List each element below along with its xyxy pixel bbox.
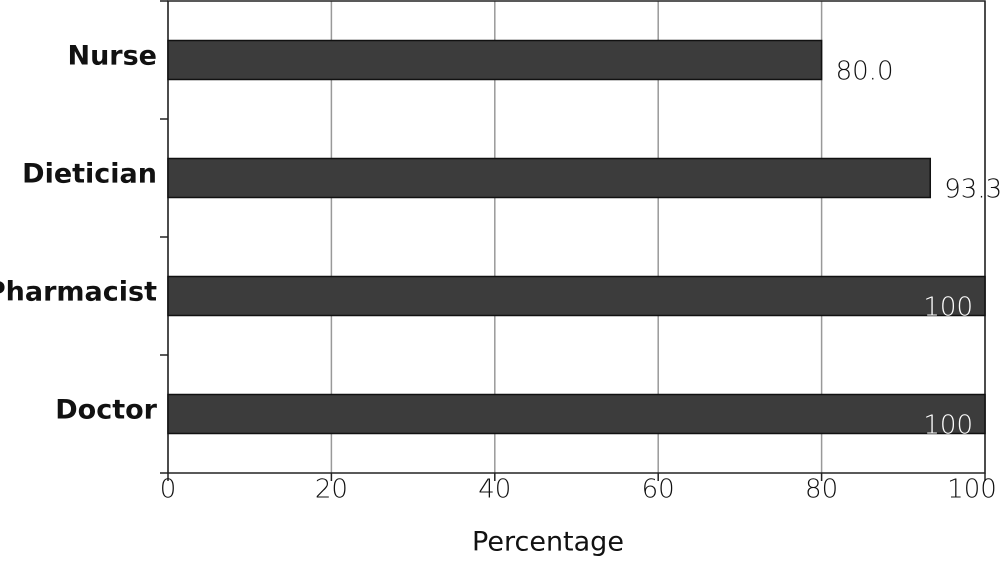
bar [167, 157, 932, 199]
x-tick-label: 0 [160, 475, 177, 505]
x-tick-label: 60 [642, 475, 675, 505]
y-tick-label: Doctor [55, 395, 157, 426]
bar [167, 275, 986, 317]
x-tick-label: 20 [315, 475, 348, 505]
value-label: 93.3 [944, 175, 1002, 205]
value-label: 100 [923, 411, 973, 441]
y-tick-label: Pharmacist [0, 277, 157, 308]
x-tick-label: 40 [478, 475, 511, 505]
value-label: 100 [923, 293, 973, 323]
bar [167, 393, 986, 435]
bar [167, 39, 823, 81]
x-tick-label: 80 [805, 475, 838, 505]
y-tick-label: Nurse [67, 41, 157, 72]
y-tick-label: Dietician [22, 159, 157, 190]
value-label: 80.0 [836, 57, 894, 87]
x-axis-title: Percentage [472, 527, 624, 558]
x-tick-label: 100 [947, 475, 997, 505]
